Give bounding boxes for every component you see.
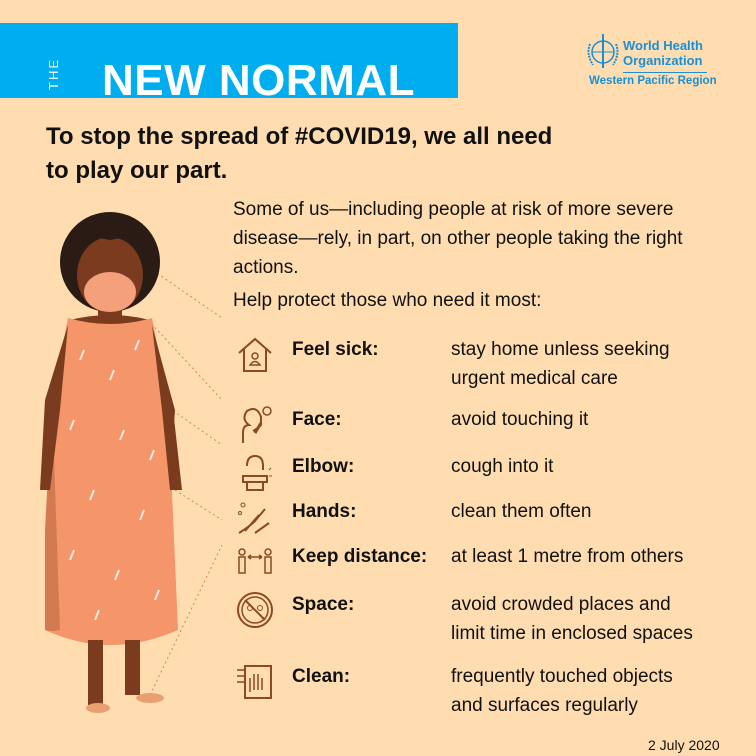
item-label: Feel sick: [292, 339, 379, 360]
item-value: avoid crowded places and limit time in en… [451, 594, 693, 644]
hand-wash-icon [238, 502, 270, 534]
logo-divider [623, 72, 707, 73]
item-label: Space: [292, 594, 355, 615]
woman-illustration [40, 212, 223, 713]
clean-surface-icon [237, 665, 272, 699]
help-text: Help protect those who need it most: [233, 290, 542, 311]
house-person-icon [238, 337, 272, 372]
title-prefix: THE [46, 58, 61, 90]
page-title: NEW NORMAL [102, 56, 415, 105]
logo-line2: Organization [623, 53, 703, 68]
item-value: avoid touching it [451, 409, 589, 430]
title-banner: THE NEW NORMAL [0, 23, 458, 105]
item-label: Hands: [292, 501, 357, 522]
cough-elbow-icon [242, 454, 272, 491]
who-emblem-icon [587, 34, 619, 68]
item-value: frequently touched objects and surfaces r… [451, 666, 673, 716]
item-value: cough into it [451, 456, 554, 477]
item-value: stay home unless seeking urgent medical c… [451, 339, 670, 389]
item-label: Face: [292, 409, 342, 430]
item-label: Clean: [292, 666, 351, 687]
intro-text: Some of us—including people at risk of m… [233, 199, 683, 278]
logo-line3: Western Pacific Region [589, 75, 717, 87]
distance-icon [238, 548, 272, 574]
headline: To stop the spread of #COVID19, we all n… [46, 120, 666, 188]
item-value: at least 1 metre from others [451, 546, 684, 567]
logo-line1: World Health [623, 38, 703, 53]
face-touch-icon [242, 406, 272, 443]
headline-line2: to play our part. [46, 157, 228, 184]
headline-line1: To stop the spread of #COVID19, we all n… [46, 123, 553, 150]
who-logo: World Health Organization Western Pacific… [583, 32, 723, 92]
item-label: Keep distance: [292, 546, 428, 567]
item-label: Elbow: [292, 456, 355, 477]
item-value: clean them often [451, 501, 592, 522]
no-crowd-icon [237, 592, 273, 628]
date: 2 July 2020 [648, 737, 720, 753]
